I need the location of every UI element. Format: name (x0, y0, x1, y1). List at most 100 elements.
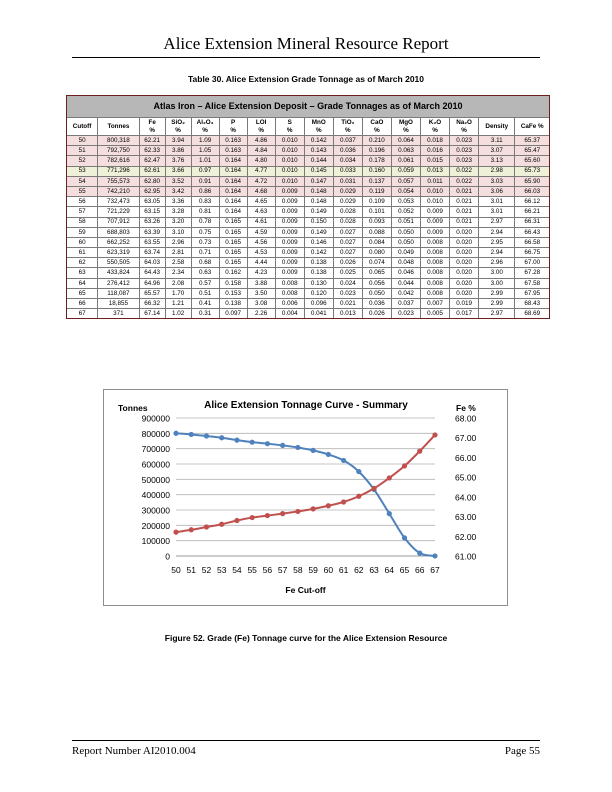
table-cell: 4.86 (246, 134, 276, 147)
y-tick-label: 900000 (142, 414, 171, 424)
tonnes-point (417, 550, 423, 556)
table-cell: 0.57 (190, 277, 220, 289)
table-cell: 3.01 (478, 206, 516, 218)
table-cell: 3.28 (164, 206, 192, 218)
table-cell: 52 (65, 155, 99, 167)
table-cell: 65.47 (514, 145, 550, 157)
table-cell: 0.029 (332, 196, 363, 208)
y2-tick-label: 66.00 (455, 453, 477, 463)
table-cell: 2.34 (164, 267, 192, 279)
x-tick-label: 52 (202, 565, 212, 575)
table-cell: 0.178 (361, 155, 392, 167)
table-cell: 3.52 (164, 175, 192, 187)
column-name: MnO (311, 118, 326, 126)
table-cell: 0.163 (218, 134, 248, 147)
table-cell: 0.020 (449, 267, 480, 279)
table-cell: 66.75 (514, 247, 550, 259)
table-cell: 0.037 (332, 134, 363, 147)
table-cell: 0.010 (274, 155, 305, 167)
x-tick-label: 62 (354, 565, 364, 575)
table-cell: 0.042 (390, 287, 421, 300)
x-axis-label: Fe Cut-off (285, 585, 325, 595)
table-cell: 0.008 (419, 257, 451, 269)
table-cell: 0.196 (361, 145, 392, 157)
table-cell: 0.027 (332, 247, 363, 259)
table-cell: 4.53 (246, 247, 276, 259)
table-body: 50 800,318 62.21 3.94 1.09 0.163 4.86 0.010 0.14… (65, 134, 550, 320)
table-cell: 742,210 (97, 185, 140, 198)
fe-grade-point (386, 475, 392, 481)
column-header: Fe% (138, 117, 166, 136)
table-cell: 0.149 (303, 206, 334, 218)
table-row: 53 771,296 62.61 3.66 0.97 0.164 4.77 0.010 0.14… (65, 165, 550, 177)
chart-title: Alice Extension Tonnage Curve - Summary (204, 400, 408, 411)
fe-grade-point (188, 527, 194, 533)
footer-divider (72, 740, 540, 741)
table-cell: 0.008 (419, 277, 451, 289)
table-cell: 2.08 (164, 277, 192, 289)
column-name: SiO₂ (171, 118, 185, 126)
table-cell: 51 (65, 145, 99, 157)
tonnes-point (203, 433, 210, 439)
table-cell: 0.144 (303, 155, 334, 167)
table-cell: 0.138 (218, 297, 248, 310)
column-header: CaFe % (514, 117, 550, 136)
table-cell: 0.036 (332, 145, 363, 157)
table-cell: 0.020 (449, 247, 480, 259)
column-name: Al₂O₃ (196, 118, 214, 126)
table-cell: 62.80 (138, 175, 166, 187)
fe-grade-point (219, 521, 225, 527)
table-cell: 59 (65, 226, 99, 238)
y-axis-label: Tonnes (118, 403, 148, 413)
column-header: Density (478, 117, 516, 136)
table-cell: 0.63 (190, 267, 220, 279)
column-name: Tonnes (107, 122, 130, 130)
table-cell: 0.008 (419, 236, 451, 249)
column-unit: % (230, 126, 236, 134)
column-unit: % (374, 126, 380, 134)
table-cell: 66.21 (514, 206, 550, 218)
table-row: 67 371 67.14 1.02 0.31 0.097 2.26 0.004 0.041 0.0… (65, 308, 550, 320)
table-cell: 0.050 (361, 287, 392, 300)
table-row: 50 800,318 62.21 3.94 1.09 0.163 4.86 0.010 0.14… (65, 134, 550, 147)
table-cell: 3.00 (478, 277, 516, 289)
column-unit: % (286, 126, 293, 134)
table-cell: 0.048 (390, 257, 421, 269)
table-cell: 65.90 (514, 175, 550, 187)
tonnes-point (295, 444, 301, 451)
table-title: Atlas Iron – Alice Extension Deposit – G… (66, 95, 550, 118)
table-cell: 0.052 (390, 206, 421, 218)
table-cell: 0.78 (190, 216, 220, 228)
column-header: S% (274, 117, 305, 136)
fe-grade-point (310, 506, 316, 512)
column-name: Fe (148, 118, 156, 126)
table-cell: 0.097 (218, 308, 248, 320)
table-cell: 0.013 (419, 165, 451, 177)
table-cell: 0.109 (361, 196, 392, 208)
table-cell: 64.03 (138, 257, 166, 269)
table-cell: 0.049 (390, 247, 421, 259)
chart-svg: 0 100000 200000 300000 400000 500000 600000 700… (118, 400, 477, 595)
table-cell: 0.210 (361, 134, 392, 147)
column-header: Tonnes (97, 117, 140, 136)
figure-caption: Figure 52. Grade (Fe) Tonnage curve for … (164, 633, 448, 643)
tonnes-point (401, 535, 408, 541)
table-cell: 65.57 (138, 287, 166, 300)
table-cell: 1.70 (164, 287, 192, 300)
y2-tick-label: 62.00 (455, 532, 477, 542)
table-cell: 0.064 (390, 134, 421, 147)
table-row: 56 732,473 63.05 3.36 0.83 0.164 4.65 0.009 0.14… (65, 196, 550, 208)
table-cell: 0.020 (449, 257, 480, 269)
table-cell: 63.15 (138, 206, 166, 218)
tonnes-point (173, 430, 179, 436)
column-name: P (231, 118, 236, 126)
table-cell: 67 (65, 308, 99, 320)
x-tick-label: 65 (400, 565, 410, 575)
table-cell: 276,412 (97, 277, 140, 289)
table-cell: 0.009 (274, 216, 305, 228)
table-cell: 0.009 (419, 226, 451, 238)
table-cell: 0.165 (218, 236, 248, 249)
fe-grade-point (264, 512, 271, 519)
table-cell: 68.43 (514, 297, 550, 310)
table-cell: 62.47 (138, 155, 166, 167)
